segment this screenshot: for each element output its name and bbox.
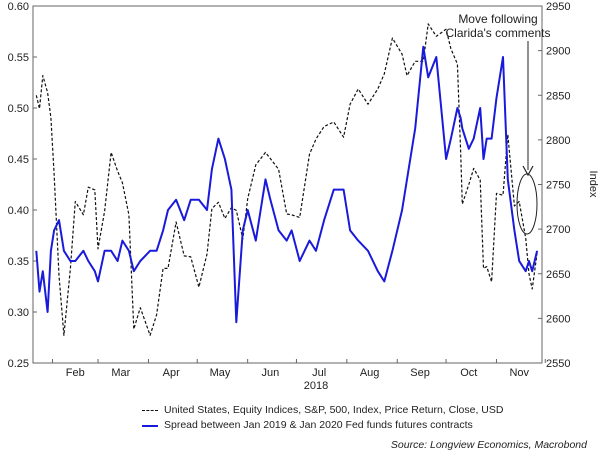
x-tick-label: Apr (163, 367, 180, 379)
legend-label-spread: Spread between Jan 2019 & Jan 2020 Fed f… (164, 419, 473, 431)
right-tick-label: 2750 (546, 180, 570, 192)
annotation: Move following Clarida's comments (446, 12, 551, 235)
right-tick-label: 2650 (546, 269, 570, 281)
legend-swatch-dashed (142, 410, 158, 411)
right-tick-label: 2600 (546, 313, 570, 325)
annotation-arrow-head (522, 165, 534, 177)
plot-area (32, 5, 543, 364)
right-axis-label: Index (587, 171, 599, 198)
right-tick-label: 2850 (546, 90, 570, 102)
left-tick-label: 0.60 (8, 1, 29, 13)
x-tick-label: Jun (262, 367, 280, 379)
x-tick-label: Sep (410, 367, 430, 379)
x-tick-label: Oct (460, 367, 477, 379)
x-tick-label: Nov (509, 367, 529, 379)
series-line-sp500 (35, 23, 538, 336)
x-tick-label: Aug (360, 367, 380, 379)
legend-item-sp500: United States, Equity Indices, S&P, 500,… (142, 403, 503, 418)
annotation-line-2: Clarida's comments (446, 26, 551, 40)
right-tick-label: 2900 (546, 46, 570, 58)
series-group (35, 23, 539, 336)
x-tick-label: Mar (111, 367, 130, 379)
right-tick-label: 2800 (546, 135, 570, 147)
x-axis-label: 2018 (304, 380, 328, 392)
left-tick-label: 0.30 (8, 307, 29, 319)
legend: United States, Equity Indices, S&P, 500,… (142, 403, 503, 433)
x-axis-ticks: Feb Mar Apr May Jun Jul Aug Sep Oct Nov (52, 359, 546, 379)
annotation-line-1: Move following (458, 12, 537, 26)
left-tick-label: 0.50 (8, 103, 29, 115)
legend-label-sp500: United States, Equity Indices, S&P, 500,… (164, 404, 504, 416)
left-tick-label: 0.35 (8, 256, 29, 268)
right-tick-label: 2550 (546, 358, 570, 370)
right-tick-label: 2950 (546, 1, 570, 13)
annotation-ellipse (516, 173, 538, 235)
left-tick-label: 0.55 (8, 52, 29, 64)
x-tick-label: May (210, 367, 231, 379)
legend-item-spread: Spread between Jan 2019 & Jan 2020 Fed f… (142, 418, 503, 433)
left-tick-label: 0.25 (8, 358, 29, 370)
x-tick-label: Jul (312, 367, 326, 379)
source-note: Source: Longview Economics, Macrobond (390, 439, 587, 451)
right-axis-ticks: 2550 2600 2650 2700 2750 2800 2850 2900 2950 (538, 1, 570, 370)
series-line-spread (35, 45, 539, 324)
right-tick-label: 2700 (546, 224, 570, 236)
x-tick-label: Feb (66, 367, 85, 379)
left-axis-ticks: 0.25 0.30 0.35 0.40 0.45 0.50 0.55 0.60 (8, 1, 37, 370)
legend-swatch-solid (142, 424, 158, 427)
left-tick-label: 0.40 (8, 205, 29, 217)
left-tick-label: 0.45 (8, 154, 29, 166)
